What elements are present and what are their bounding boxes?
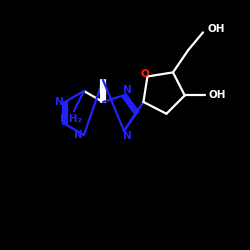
Text: OH: OH (209, 90, 226, 101)
Text: NH₂: NH₂ (60, 114, 82, 124)
Text: N: N (74, 130, 82, 140)
Text: O: O (140, 70, 149, 80)
Text: OH: OH (207, 24, 225, 34)
Text: N: N (122, 85, 131, 95)
Text: N: N (122, 131, 131, 141)
Text: N: N (54, 97, 63, 107)
